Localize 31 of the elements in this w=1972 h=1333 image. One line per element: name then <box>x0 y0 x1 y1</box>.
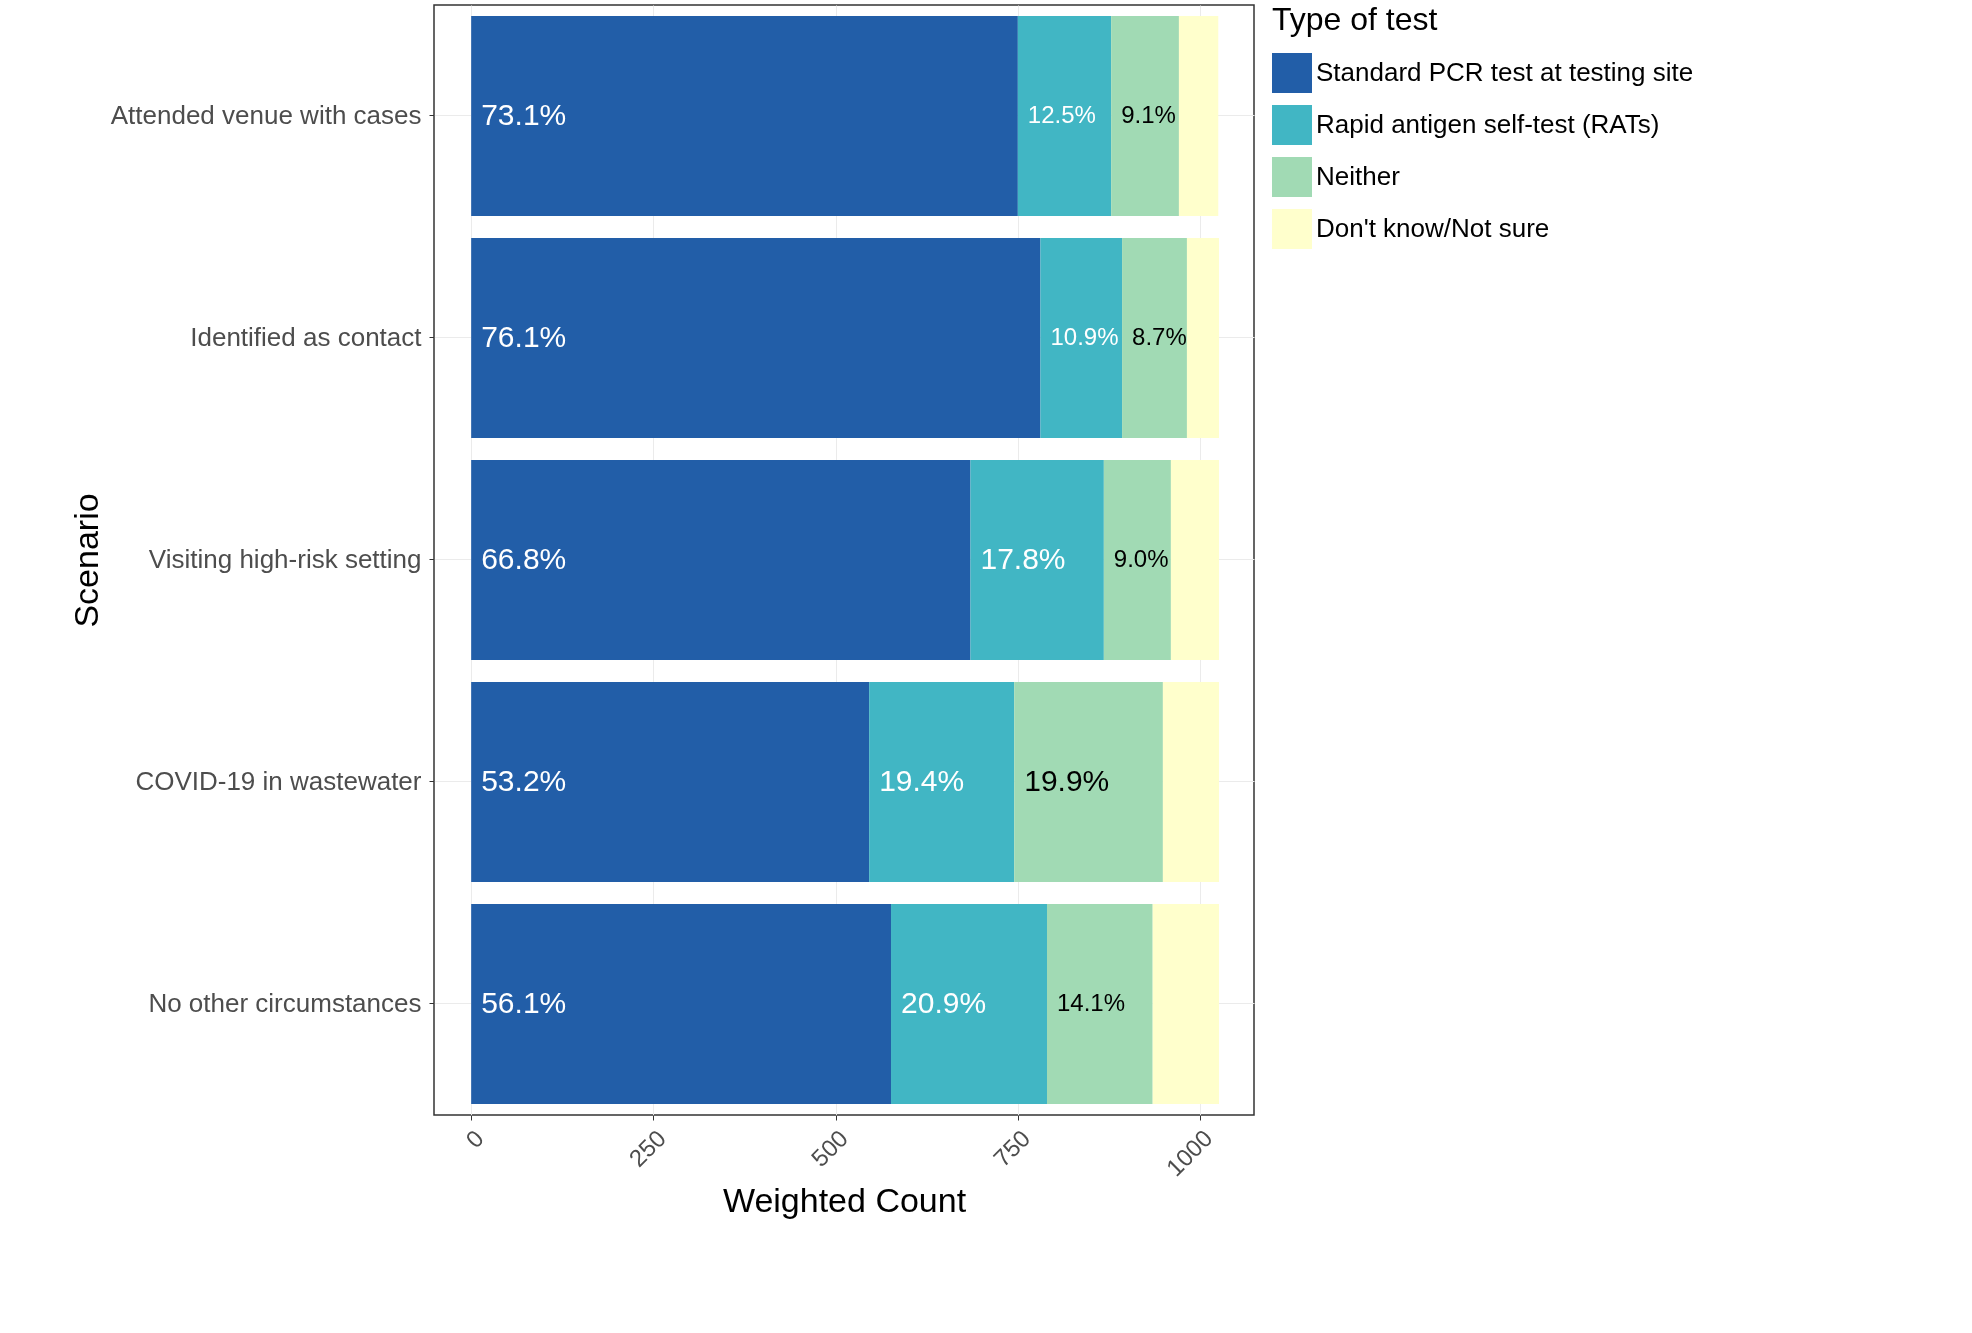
annotation: 53.2% <box>481 764 567 797</box>
annotation: 9.1% <box>1121 101 1176 128</box>
annotation: 8.7% <box>1132 323 1187 350</box>
annotation: 76.1% <box>481 320 567 353</box>
y-axis-title: Scenario <box>66 493 105 628</box>
x-tick-label: 750 <box>987 1124 1036 1172</box>
x-axis-title: Weighted Count <box>722 1181 967 1220</box>
annotation: 19.4% <box>879 764 965 797</box>
x-tick-label: 500 <box>805 1124 854 1172</box>
annotation: 17.8% <box>980 542 1066 575</box>
legend-label: Standard PCR test at testing site <box>1316 57 1694 87</box>
y-tick-label: No other circumstances <box>148 988 422 1018</box>
annotation: 12.5% <box>1027 101 1096 128</box>
legend-label: Neither <box>1316 161 1401 191</box>
annotation: 19.9% <box>1024 764 1110 797</box>
annotation: 73.1% <box>481 98 567 131</box>
annotation: 9.0% <box>1113 545 1169 572</box>
legend-label: Don't know/Not sure <box>1316 213 1550 243</box>
y-tick-label: COVID-19 in wastewater <box>135 766 422 796</box>
y-tick-label: Attended venue with cases <box>110 100 422 130</box>
annotation: 66.8% <box>481 542 567 575</box>
x-tick-label: 250 <box>623 1124 671 1172</box>
annotation: 14.1% <box>1057 989 1126 1016</box>
annotation: 20.9% <box>901 986 987 1019</box>
y-tick-label: Visiting high-risk setting <box>148 544 422 574</box>
y-tick-label: Identified as contact <box>190 322 423 352</box>
x-tick-label: 0 <box>460 1124 489 1153</box>
annotation: 56.1% <box>481 986 567 1019</box>
legend-label: Rapid antigen self-test (RATs) <box>1316 109 1660 139</box>
annotation: 10.9% <box>1050 323 1119 350</box>
legend-title: Type of test <box>1272 1 1438 37</box>
